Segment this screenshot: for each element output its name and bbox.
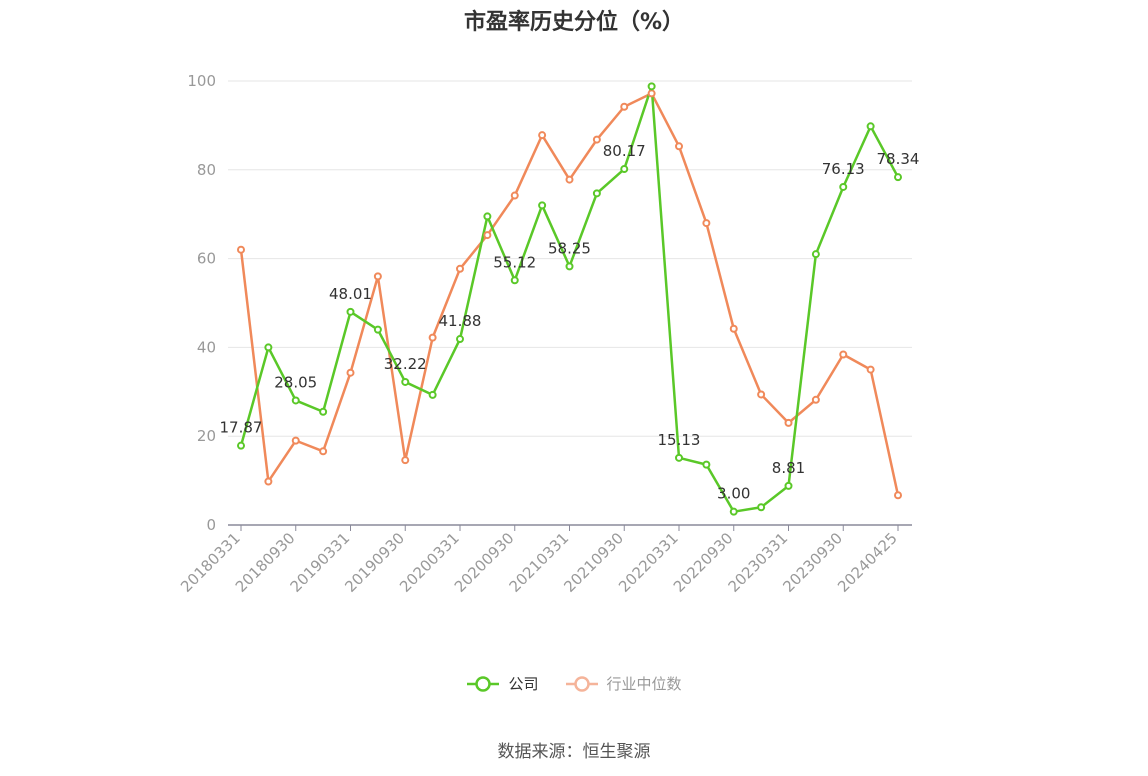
legend: 公司 行业中位数 [0,673,1148,694]
data-point [291,396,300,405]
data-point [729,507,738,516]
data-point [757,390,766,399]
data-point [620,102,629,111]
data-point [729,324,738,333]
data-point [346,307,355,316]
y-axis: 0 20 40 60 80 100 [187,72,216,534]
data-label: 3.00 [717,485,750,503]
data-point [373,272,382,281]
data-point [346,368,355,377]
pe-percentile-line-chart: 0 20 40 60 80 100 201803312018093020190331201… [177,72,920,596]
data-point [757,503,766,512]
y-tick-label: 40 [197,338,216,356]
y-tick-label: 0 [206,516,216,534]
data-label: 76.13 [822,160,865,178]
data-point [565,175,574,184]
legend-item-company[interactable]: 公司 [466,673,539,694]
data-point [811,250,820,259]
data-label: 78.34 [877,150,920,168]
data-point [894,491,902,500]
data-point [538,201,547,210]
y-tick-label: 60 [197,250,216,268]
data-point [647,89,656,98]
legend-item-industry[interactable]: 行业中位数 [565,673,682,694]
data-label: 55.12 [493,253,536,271]
legend-label-company: 公司 [508,675,539,693]
data-point [894,173,902,182]
data-label: 17.87 [220,419,263,437]
data-source: 数据来源：恒生聚源 [497,742,651,762]
series-points [237,82,902,516]
data-point [319,407,328,416]
data-point [428,390,437,399]
data-point [237,245,245,254]
data-point [538,131,547,140]
data-point [866,122,875,131]
legend-line-circle-icon [565,675,598,692]
data-point [565,262,574,271]
data-point [264,477,273,486]
legend-label-industry: 行业中位数 [606,675,682,693]
data-point [428,333,437,342]
data-point [237,441,245,450]
data-label: 58.25 [548,239,591,257]
data-point [592,189,601,198]
data-labels: 17.87 28.05 48.01 32.22 41.88 55.12 58.25 80.17… [220,142,920,503]
data-label: 48.01 [329,285,372,303]
data-point [675,453,683,462]
data-point [291,436,300,445]
data-label: 15.13 [658,431,701,449]
data-label: 8.81 [772,459,805,477]
data-point [866,365,875,374]
data-label: 41.88 [439,312,482,330]
data-point [839,350,848,359]
data-point [456,335,464,344]
chart-title: 市盈率历史分位（%） [463,10,685,35]
data-point [401,456,410,465]
legend-line-circle-icon [467,675,500,692]
y-tick-label: 80 [197,161,216,179]
data-point [401,377,410,386]
data-point [784,481,793,490]
data-point [319,447,328,456]
data-point [647,82,656,91]
data-point [510,191,519,200]
data-label: 32.22 [384,355,427,373]
data-point [675,142,683,151]
data-point [702,219,711,228]
data-point [784,418,793,427]
data-point [592,135,601,144]
data-point [811,395,820,404]
x-axis: 2018033120180930201903312019093020200331… [177,524,912,596]
data-point [456,264,464,273]
data-label: 80.17 [603,142,646,160]
data-point [620,165,629,174]
y-tick-label: 100 [187,72,216,90]
x-tick-label: 20240425 [834,529,901,596]
data-point [483,231,492,240]
data-point [264,343,273,352]
data-point [510,276,519,285]
data-point [373,325,382,334]
data-point [839,182,848,191]
data-label: 28.05 [274,373,317,391]
y-tick-label: 20 [197,427,216,445]
data-point [702,460,711,469]
data-point [483,212,492,221]
